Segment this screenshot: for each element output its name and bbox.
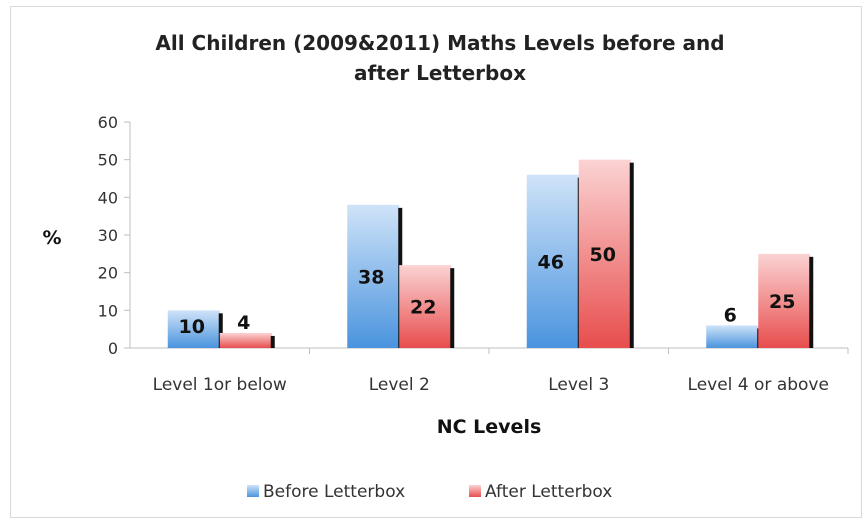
legend-swatch-before bbox=[247, 485, 259, 497]
chart-title-line-2: after Letterbox bbox=[354, 61, 526, 85]
legend: Before Letterbox After Letterbox bbox=[247, 482, 612, 502]
y-tick-label: 10 bbox=[98, 301, 118, 320]
chart-frame bbox=[10, 6, 862, 518]
bar-before bbox=[706, 325, 759, 348]
legend-label-after: After Letterbox bbox=[485, 482, 612, 502]
bar-edge bbox=[270, 335, 275, 348]
bar-edge bbox=[629, 162, 634, 348]
data-label: 4 bbox=[237, 312, 250, 334]
y-tick-label: 20 bbox=[98, 264, 118, 283]
y-tick-label: 60 bbox=[98, 113, 118, 132]
bar-edge bbox=[218, 313, 223, 348]
legend-label-before: Before Letterbox bbox=[263, 482, 405, 502]
bar-edge bbox=[809, 256, 814, 348]
legend-swatch-after bbox=[469, 485, 481, 497]
data-label: 25 bbox=[769, 291, 795, 313]
data-label: 50 bbox=[590, 244, 616, 266]
y-tick-label: 0 bbox=[108, 339, 118, 358]
y-axis-label: % bbox=[42, 227, 61, 249]
category-label: Level 4 or above bbox=[688, 375, 829, 395]
bar-before bbox=[526, 174, 579, 348]
bars: 10 4 38 22 46 50 6 25 bbox=[167, 159, 849, 354]
bar-after bbox=[578, 159, 631, 348]
x-axis-label: NC Levels bbox=[437, 416, 542, 438]
chart-title-line-1: All Children (2009&2011) Maths Levels be… bbox=[155, 31, 724, 55]
data-label: 46 bbox=[538, 251, 564, 273]
bar-after bbox=[219, 332, 272, 348]
bar-edge bbox=[450, 268, 455, 348]
bar-after bbox=[758, 253, 811, 348]
data-label: 6 bbox=[724, 304, 737, 326]
y-tick-label: 50 bbox=[98, 151, 118, 170]
category-label: Level 3 bbox=[548, 375, 609, 395]
y-tick-label: 40 bbox=[98, 188, 118, 207]
data-label: 22 bbox=[410, 297, 436, 319]
category-label: Level 1or below bbox=[153, 375, 287, 395]
y-axis-ticks: 0 10 20 30 40 50 60 bbox=[98, 113, 130, 358]
data-label: 10 bbox=[179, 316, 205, 338]
bar-before bbox=[347, 204, 400, 348]
y-tick-label: 30 bbox=[98, 226, 118, 245]
category-label: Level 2 bbox=[369, 375, 430, 395]
bar-after bbox=[399, 265, 452, 348]
category-labels: Level 1or below Level 2 Level 3 Level 4 or … bbox=[153, 375, 829, 395]
data-label: 38 bbox=[358, 266, 384, 288]
bar-before bbox=[167, 310, 220, 348]
